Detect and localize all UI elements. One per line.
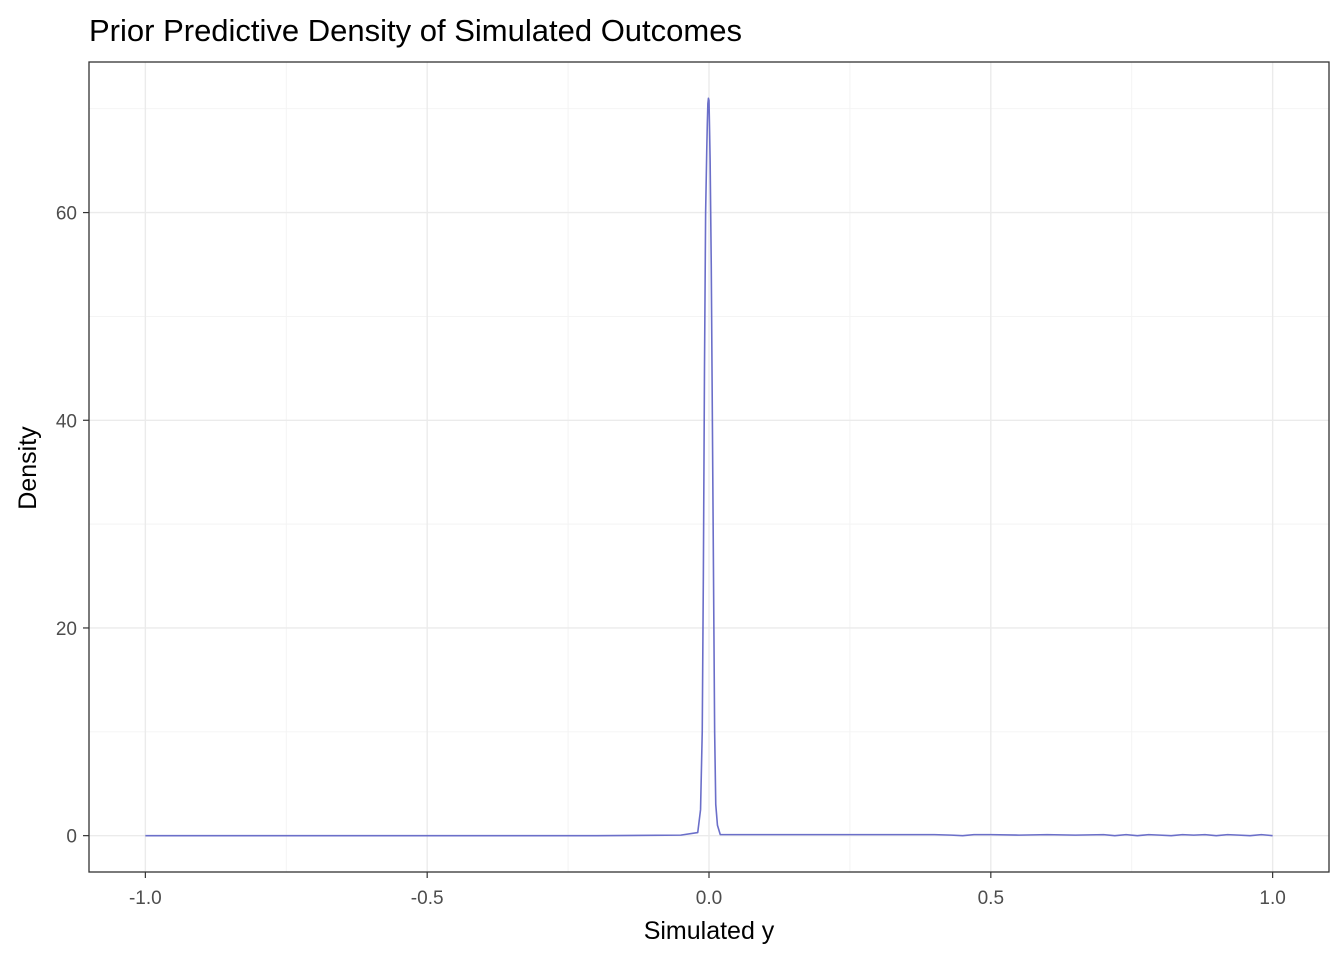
y-tick-label: 20 [56, 619, 77, 640]
y-tick-label: 0 [66, 827, 77, 848]
y-tick-label: 60 [56, 204, 77, 225]
x-tick-label: 1.0 [1259, 888, 1285, 909]
x-tick-label: 0.5 [978, 888, 1004, 909]
x-axis-title: Simulated y [644, 917, 775, 945]
x-tick-label: -1.0 [129, 888, 162, 909]
chart-title: Prior Predictive Density of Simulated Ou… [89, 13, 742, 48]
x-tick-label: 0.0 [696, 888, 722, 909]
y-tick-label: 40 [56, 411, 77, 432]
x-tick-label: -0.5 [411, 888, 444, 909]
density-line [145, 97, 1273, 837]
x-axis: -1.0 -0.5 0.0 0.5 1.0 [129, 872, 1286, 909]
y-axis: 0 20 40 60 [56, 204, 89, 848]
y-axis-title: Density [14, 426, 42, 510]
